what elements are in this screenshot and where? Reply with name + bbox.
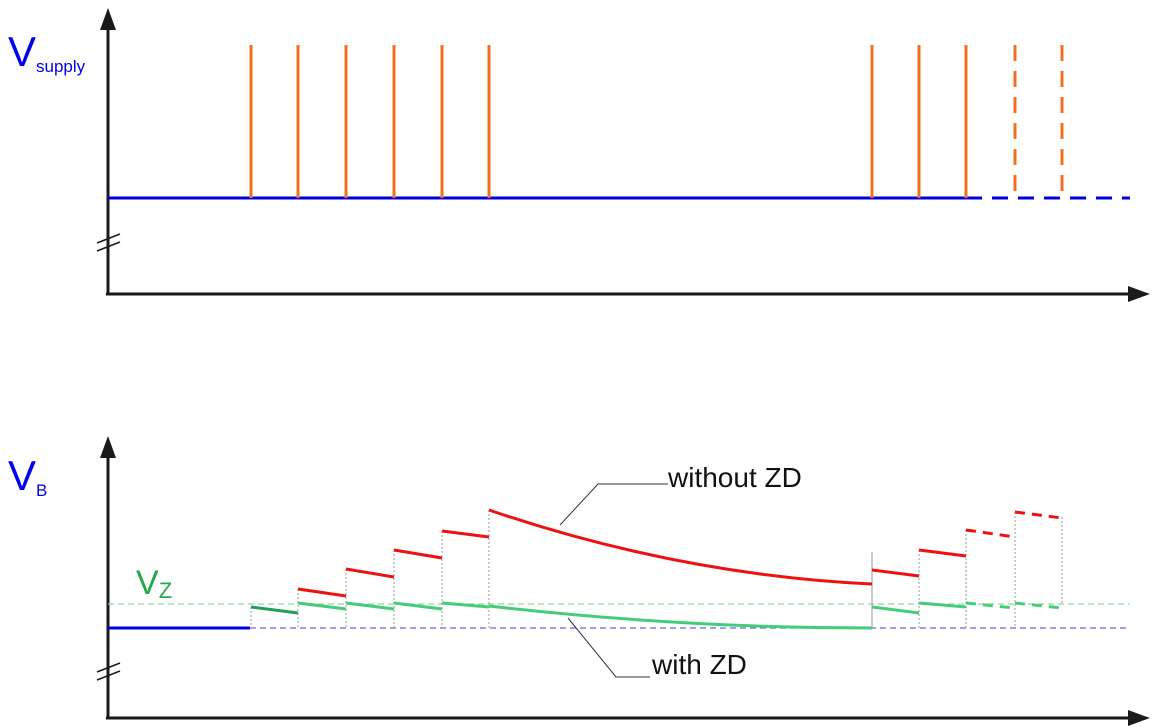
y-axis-arrow-icon [100,8,116,30]
x-axis-arrow-icon [1128,286,1150,302]
with-zd-label: with ZD [651,649,747,680]
supply-label: Vsupply [8,28,86,76]
zener-label: VZ [136,564,172,603]
with-zd-leader [567,617,650,678]
y-axis-arrow-icon [100,436,116,458]
pulse-guides [250,510,1063,628]
battery-panel: without ZD with ZD VB VZ [8,436,1150,726]
supply-panel: Vsupply [8,8,1150,302]
axis-break-icon [96,662,121,681]
without-zd-label: without ZD [667,462,802,493]
supply-pulses [249,45,1064,198]
battery-label: VB [8,452,47,500]
x-axis-arrow-icon [1128,710,1150,726]
without-zd-leader [559,483,668,526]
with-zd-curve [250,601,1063,630]
axis-break-icon [96,233,121,252]
without-zd-curve [297,508,1063,598]
